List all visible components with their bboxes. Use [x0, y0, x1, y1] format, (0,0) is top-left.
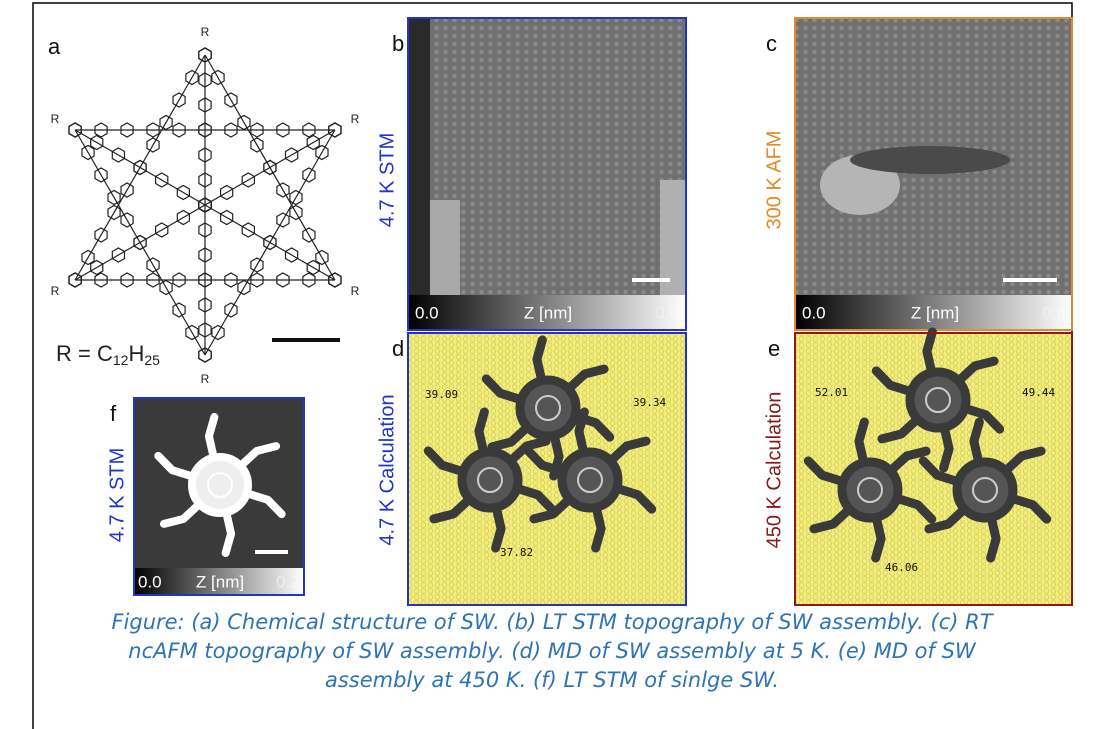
calc-label: 39.34 — [633, 396, 666, 409]
r-label: R — [51, 284, 60, 298]
core — [562, 452, 618, 508]
panel-letter: c — [766, 31, 777, 56]
bond — [205, 130, 335, 205]
r-label: R — [351, 284, 360, 298]
colorbar-max: 0.6 — [655, 303, 679, 322]
side-label: 4.7 K STM — [106, 448, 128, 542]
core — [520, 380, 576, 436]
calc-label: 49.44 — [1022, 386, 1055, 399]
formula: R = C12H25 — [56, 341, 160, 368]
bond — [205, 205, 335, 280]
colorbar-min: 0.0 — [415, 303, 439, 322]
r-label: R — [201, 25, 210, 39]
side-label: 450 K Calculation — [763, 392, 785, 549]
colorbar-label: Z [nm] — [911, 303, 959, 322]
core — [910, 372, 966, 428]
colorbar-max: 0.6 — [1042, 303, 1066, 322]
r-label: R — [201, 372, 210, 386]
core — [462, 452, 518, 508]
afm-image — [850, 146, 1010, 174]
r-label: R — [51, 112, 60, 126]
core — [842, 462, 898, 518]
side-label: 4.7 K STM — [376, 133, 398, 227]
figure: a b c d e f R R R R R R R = C12H25 4.7 K… — [0, 0, 1096, 729]
calc-label: 39.09 — [425, 388, 458, 401]
core — [957, 462, 1013, 518]
side-label: 4.7 K Calculation — [376, 394, 398, 545]
bond — [75, 130, 205, 205]
colorbar-label: Z [nm] — [524, 303, 572, 322]
colorbar-max: 0.2 — [276, 572, 300, 591]
caption-line: assembly at 450 K. (f) LT STM of sinlge … — [325, 668, 779, 692]
panel-letter: b — [392, 31, 404, 56]
calc-label: 46.06 — [885, 561, 918, 574]
colorbar-label: Z [nm] — [196, 572, 244, 591]
panel-letter: d — [392, 336, 404, 361]
panel-letter: e — [768, 336, 780, 361]
stm-image — [660, 180, 686, 295]
chemical-structure — [69, 48, 341, 362]
calc-label: 37.82 — [500, 546, 533, 559]
stm-image — [408, 18, 430, 295]
calc-label: 52.01 — [815, 386, 848, 399]
colorbar-min: 0.0 — [138, 572, 162, 591]
caption-line: Figure: (a) Chemical structure of SW. (b… — [111, 610, 994, 634]
stm-image — [430, 200, 460, 295]
bond — [75, 205, 205, 280]
core — [192, 457, 248, 513]
side-label: 300 K AFM — [763, 131, 785, 230]
colorbar-min: 0.0 — [802, 303, 826, 322]
panel-letter: f — [110, 401, 117, 426]
panel-letter: a — [48, 34, 61, 59]
r-label: R — [351, 112, 360, 126]
caption-line: ncAFM topography of SW assembly. (d) MD … — [128, 639, 977, 663]
